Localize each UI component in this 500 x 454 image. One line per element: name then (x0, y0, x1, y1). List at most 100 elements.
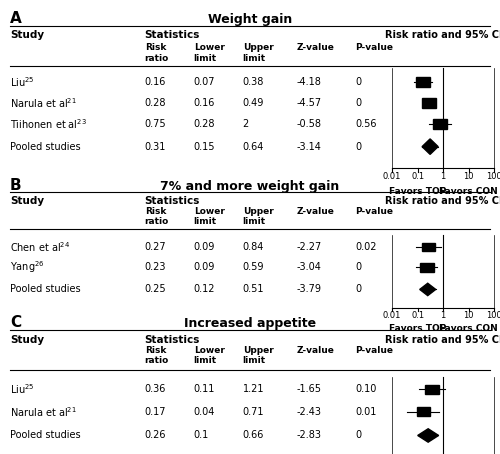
Text: Study: Study (10, 197, 44, 207)
Text: Upper
limit: Upper limit (242, 346, 274, 365)
Text: -3.04: -3.04 (296, 262, 322, 272)
Text: C: C (10, 315, 21, 330)
Text: 0.1: 0.1 (194, 430, 209, 440)
Polygon shape (420, 283, 436, 296)
Text: -0.58: -0.58 (296, 119, 322, 129)
Text: 0.23: 0.23 (144, 262, 166, 272)
Text: 0.49: 0.49 (242, 98, 264, 108)
Text: 0.51: 0.51 (242, 285, 264, 295)
Text: 0.64: 0.64 (242, 142, 264, 152)
Bar (420, 263, 434, 271)
Text: Weight gain: Weight gain (208, 13, 292, 25)
Text: 0.84: 0.84 (242, 242, 264, 252)
Text: P-value: P-value (356, 43, 394, 52)
Text: Favors CON: Favors CON (439, 187, 498, 196)
Text: 0.71: 0.71 (242, 407, 264, 417)
Text: 10: 10 (464, 311, 474, 321)
Text: Pooled studies: Pooled studies (10, 142, 80, 152)
Text: 0: 0 (356, 262, 362, 272)
Text: Risk ratio and 95% CI: Risk ratio and 95% CI (385, 30, 500, 40)
Text: 0.38: 0.38 (242, 77, 264, 87)
Text: Z-value: Z-value (296, 207, 335, 216)
Text: Favors CON: Favors CON (439, 324, 498, 333)
Text: 1: 1 (440, 173, 446, 182)
Text: Lower
limit: Lower limit (194, 207, 224, 226)
Text: 0.36: 0.36 (144, 384, 166, 394)
Text: 0.17: 0.17 (144, 407, 166, 417)
Text: Statistics: Statistics (144, 30, 200, 40)
Text: 0.15: 0.15 (194, 142, 215, 152)
Text: 0.16: 0.16 (194, 98, 215, 108)
Text: Z-value: Z-value (296, 43, 335, 52)
Text: 100: 100 (486, 311, 500, 321)
Text: -4.18: -4.18 (296, 77, 322, 87)
Text: Risk
ratio: Risk ratio (144, 346, 169, 365)
Text: 1: 1 (440, 311, 446, 321)
Text: Favors TOP: Favors TOP (389, 187, 446, 196)
Text: P-value: P-value (356, 346, 394, 355)
Text: Narula et al$^{21}$: Narula et al$^{21}$ (10, 96, 77, 110)
Text: P-value: P-value (356, 207, 394, 216)
Text: 0.31: 0.31 (144, 142, 166, 152)
Text: Tiihonen et al$^{23}$: Tiihonen et al$^{23}$ (10, 117, 86, 131)
Text: Upper
limit: Upper limit (242, 43, 274, 63)
Text: 10: 10 (464, 173, 474, 182)
Text: Favors TOP: Favors TOP (389, 324, 446, 333)
Text: 0.28: 0.28 (194, 119, 215, 129)
Text: Statistics: Statistics (144, 197, 200, 207)
Text: -2.83: -2.83 (296, 430, 322, 440)
Text: Lower
limit: Lower limit (194, 346, 224, 365)
Text: -2.43: -2.43 (296, 407, 322, 417)
Text: Risk
ratio: Risk ratio (144, 43, 169, 63)
Text: -1.65: -1.65 (296, 384, 322, 394)
Text: 0.04: 0.04 (194, 407, 215, 417)
Text: Pooled studies: Pooled studies (10, 430, 80, 440)
Polygon shape (418, 429, 438, 442)
Text: Lower
limit: Lower limit (194, 43, 224, 63)
Text: Narula et al$^{21}$: Narula et al$^{21}$ (10, 405, 77, 419)
Text: Yang$^{26}$: Yang$^{26}$ (10, 260, 44, 276)
Text: 0.01: 0.01 (383, 173, 402, 182)
Text: 0.59: 0.59 (242, 262, 264, 272)
Text: Risk
ratio: Risk ratio (144, 207, 169, 226)
Bar (422, 242, 436, 251)
Text: 0.09: 0.09 (194, 262, 215, 272)
Text: 0.28: 0.28 (144, 98, 166, 108)
Text: 0: 0 (356, 77, 362, 87)
Text: 0.27: 0.27 (144, 242, 167, 252)
Text: 0.66: 0.66 (242, 430, 264, 440)
Text: 0: 0 (356, 142, 362, 152)
Text: Statistics: Statistics (144, 335, 200, 345)
Text: -3.79: -3.79 (296, 285, 322, 295)
Bar (433, 119, 446, 129)
Text: 2: 2 (242, 119, 249, 129)
Text: -2.27: -2.27 (296, 242, 322, 252)
Text: Increased appetite: Increased appetite (184, 316, 316, 330)
Bar (425, 385, 438, 394)
Text: -4.57: -4.57 (296, 98, 322, 108)
Text: 0.02: 0.02 (356, 242, 377, 252)
Text: 0: 0 (356, 98, 362, 108)
Text: Study: Study (10, 335, 44, 345)
Text: Risk ratio and 95% CI: Risk ratio and 95% CI (385, 197, 500, 207)
Bar (422, 98, 436, 109)
Bar (416, 77, 430, 87)
Text: 0.75: 0.75 (144, 119, 167, 129)
Text: 0.01: 0.01 (383, 311, 402, 321)
Text: 0.10: 0.10 (356, 384, 376, 394)
Text: -3.14: -3.14 (296, 142, 322, 152)
Text: 0: 0 (356, 285, 362, 295)
Text: 0.25: 0.25 (144, 285, 167, 295)
Text: Study: Study (10, 30, 44, 40)
Text: 1.21: 1.21 (242, 384, 264, 394)
Text: Chen et al$^{24}$: Chen et al$^{24}$ (10, 240, 70, 254)
Text: 0.12: 0.12 (194, 285, 215, 295)
Text: 0.09: 0.09 (194, 242, 215, 252)
Text: 0: 0 (356, 430, 362, 440)
Text: Pooled studies: Pooled studies (10, 285, 80, 295)
Text: 0.26: 0.26 (144, 430, 166, 440)
Text: 100: 100 (486, 173, 500, 182)
Text: 0.56: 0.56 (356, 119, 377, 129)
Text: 0.1: 0.1 (411, 173, 424, 182)
Text: Risk ratio and 95% CI: Risk ratio and 95% CI (385, 335, 500, 345)
